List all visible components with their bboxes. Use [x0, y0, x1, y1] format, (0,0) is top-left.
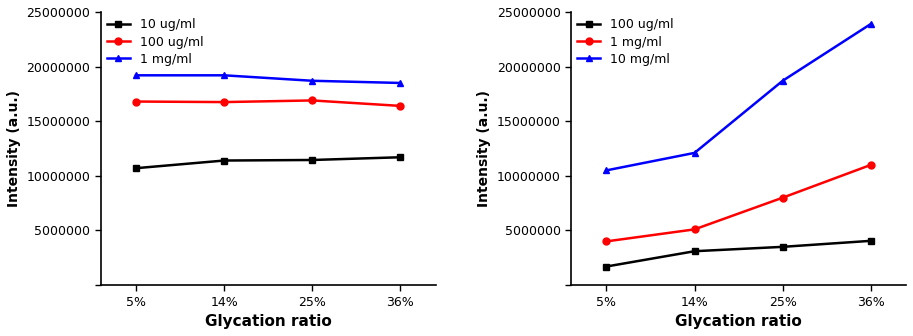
10 ug/ml	[395, 155, 406, 159]
Legend: 100 ug/ml, 1 mg/ml, 10 mg/ml: 100 ug/ml, 1 mg/ml, 10 mg/ml	[575, 16, 676, 69]
Line: 100 ug/ml: 100 ug/ml	[603, 237, 875, 270]
10 ug/ml	[219, 159, 230, 163]
100 ug/ml	[395, 104, 406, 108]
1 mg/ml	[131, 73, 142, 77]
10 mg/ml	[689, 151, 700, 155]
1 mg/ml	[219, 73, 230, 77]
10 mg/ml	[601, 168, 612, 172]
Line: 10 ug/ml: 10 ug/ml	[132, 154, 404, 172]
100 ug/ml	[866, 239, 876, 243]
1 mg/ml	[689, 227, 700, 232]
100 ug/ml	[219, 100, 230, 104]
1 mg/ml	[601, 239, 612, 243]
100 ug/ml	[131, 99, 142, 103]
100 ug/ml	[777, 245, 788, 249]
100 ug/ml	[689, 249, 700, 253]
1 mg/ml	[777, 196, 788, 200]
X-axis label: Glycation ratio: Glycation ratio	[676, 314, 802, 329]
Line: 10 mg/ml: 10 mg/ml	[603, 20, 875, 174]
X-axis label: Glycation ratio: Glycation ratio	[205, 314, 331, 329]
10 mg/ml	[866, 22, 876, 26]
Legend: 10 ug/ml, 100 ug/ml, 1 mg/ml: 10 ug/ml, 100 ug/ml, 1 mg/ml	[105, 16, 205, 69]
Line: 1 mg/ml: 1 mg/ml	[132, 72, 404, 86]
100 ug/ml	[307, 98, 318, 102]
1 mg/ml	[307, 79, 318, 83]
1 mg/ml	[395, 81, 406, 85]
100 ug/ml	[601, 264, 612, 268]
Line: 100 ug/ml: 100 ug/ml	[132, 97, 404, 110]
10 mg/ml	[777, 79, 788, 83]
10 ug/ml	[131, 166, 142, 170]
Y-axis label: Intensity (a.u.): Intensity (a.u.)	[477, 90, 491, 207]
Line: 1 mg/ml: 1 mg/ml	[603, 161, 875, 245]
Y-axis label: Intensity (a.u.): Intensity (a.u.)	[7, 90, 21, 207]
10 ug/ml	[307, 158, 318, 162]
1 mg/ml	[866, 163, 876, 167]
